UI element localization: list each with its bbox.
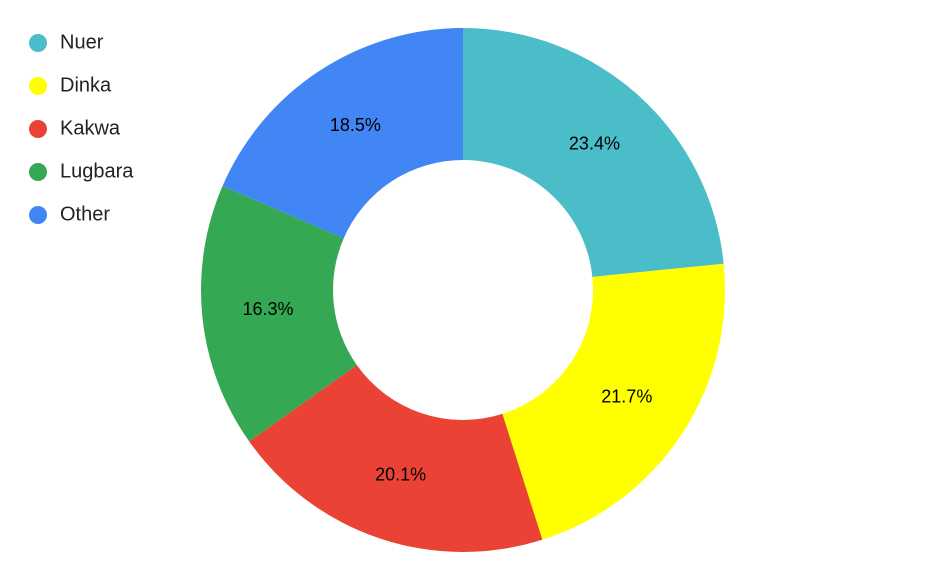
legend-marker — [29, 77, 47, 95]
value-label: 23.4% — [569, 133, 620, 153]
legend-marker — [29, 206, 47, 224]
legend-marker — [29, 120, 47, 138]
legend-marker — [29, 34, 47, 52]
donut-slice — [502, 263, 725, 540]
legend-text: Other — [60, 203, 110, 225]
legend-text: Nuer — [60, 31, 104, 53]
legend-text: Kakwa — [60, 117, 121, 139]
donut-slice — [249, 365, 543, 553]
legend-text: Dinka — [60, 74, 112, 96]
value-label: 18.5% — [330, 115, 381, 135]
legend-text: Lugbara — [60, 160, 134, 182]
donut-slice — [222, 27, 463, 239]
value-label: 21.7% — [601, 386, 652, 406]
value-label: 16.3% — [243, 299, 294, 319]
donut-slice — [463, 28, 724, 277]
legend-marker — [29, 163, 47, 181]
donut-slice — [201, 185, 357, 442]
value-label: 20.1% — [375, 465, 426, 485]
